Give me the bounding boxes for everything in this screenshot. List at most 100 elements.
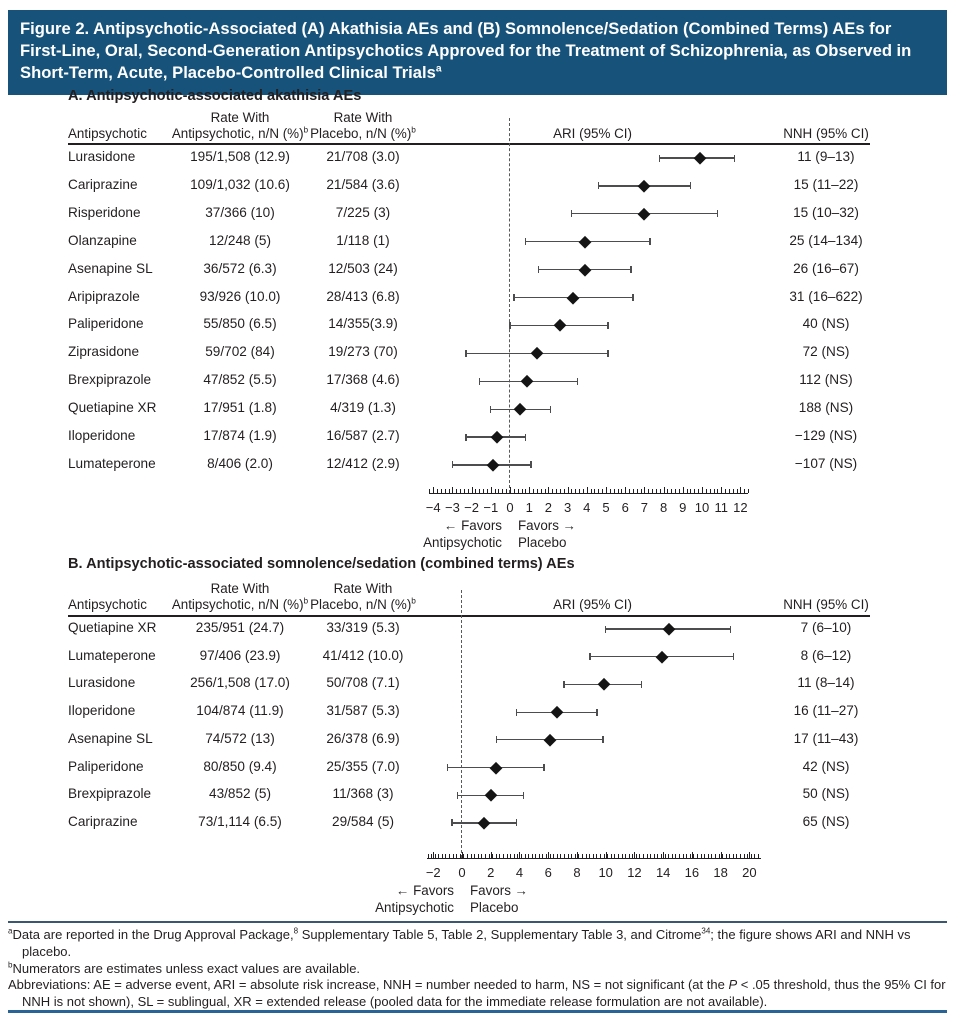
axis-minor-tick — [575, 489, 577, 493]
axis-major-tick — [471, 486, 473, 493]
axis-minor-tick — [621, 489, 623, 493]
axis-minor-tick — [502, 854, 504, 858]
rate-with-placebo: 41/412 (10.0) — [322, 647, 404, 663]
axis-minor-tick — [722, 854, 724, 858]
axis-minor-tick — [513, 854, 515, 858]
column-header-rate-placebo-line1: Rate With — [333, 110, 393, 125]
drug-name: Paliperidone — [68, 316, 144, 332]
axis-tick-label: 8 — [573, 865, 581, 880]
axis-minor-tick — [682, 854, 684, 858]
axis-minor-tick — [524, 854, 526, 858]
axis-minor-tick — [553, 854, 555, 858]
axis-minor-tick — [499, 854, 501, 858]
axis-minor-tick — [582, 489, 584, 493]
axis-minor-tick — [513, 489, 515, 493]
axis-minor-tick — [603, 854, 605, 858]
axis-minor-tick — [456, 489, 458, 493]
ci-endcap — [630, 266, 632, 274]
footnote-divider-rule — [8, 921, 947, 923]
point-estimate-diamond — [662, 622, 675, 636]
axis-minor-tick — [434, 854, 436, 858]
rate-with-placebo: 29/584 (5) — [332, 813, 394, 829]
axis-minor-tick — [463, 489, 465, 493]
footnotes: aData are reported in the Drug Approval … — [8, 927, 947, 1011]
abbreviations: Abbreviations: AE = adverse event, ARI =… — [8, 977, 946, 1010]
nnh-value: 15 (10–32) — [793, 204, 859, 220]
nnh-value: −107 (NS) — [794, 455, 858, 471]
axis-minor-tick — [498, 489, 500, 493]
axis-minor-tick — [479, 489, 481, 493]
axis-minor-tick — [486, 489, 488, 493]
ci-endcap — [733, 154, 736, 162]
column-header-rate-placebo-line2: Placebo, n/N (%)b — [310, 595, 416, 612]
nnh-value: 112 (NS) — [799, 372, 853, 388]
axis-major-tick — [490, 851, 492, 858]
axis-tick-label: 5 — [602, 500, 610, 515]
footnote-b: bNumerators are estimates unless exact v… — [8, 960, 361, 976]
axis-major-tick — [721, 486, 723, 493]
axis-minor-tick — [463, 854, 465, 858]
nnh-value: 72 (NS) — [802, 344, 850, 360]
axis-tick-label: 4 — [583, 500, 591, 515]
axis-minor-tick — [510, 854, 512, 858]
drug-name: Cariprazine — [68, 176, 138, 192]
axis-major-tick — [510, 486, 511, 493]
ci-endcap — [649, 238, 651, 246]
axis-minor-tick — [474, 854, 476, 858]
axis-minor-tick — [614, 854, 616, 858]
axis-minor-tick — [613, 489, 615, 493]
point-estimate-diamond — [638, 179, 651, 192]
column-header-nnh: NNH (95% CI) — [783, 126, 869, 141]
rate-with-placebo: 4/319 (1.3) — [330, 400, 396, 416]
axis-minor-tick — [492, 854, 494, 858]
axis-tick-label: 8 — [659, 500, 668, 515]
axis-minor-tick — [667, 489, 669, 493]
favors-placebo-label: Favors → Placebo — [518, 518, 577, 550]
axis-major-tick — [567, 486, 569, 493]
nnh-value: 40 (NS) — [802, 316, 850, 332]
axis-minor-tick — [578, 854, 580, 858]
axis-minor-tick — [475, 489, 477, 493]
ci-endcap — [515, 819, 518, 827]
point-estimate-diamond — [513, 403, 526, 416]
axis-minor-tick — [494, 489, 496, 493]
ci-endcap — [549, 405, 551, 413]
panel-a-akathisia: A. Antipsychotic-associated akathisia AE… — [0, 88, 955, 556]
axis-minor-tick — [506, 854, 508, 858]
axis-major-tick — [586, 486, 588, 493]
axis-minor-tick — [754, 854, 756, 858]
point-estimate-diamond — [553, 319, 566, 332]
ci-endcap — [451, 461, 454, 469]
axis-tick-label: 6 — [544, 865, 552, 880]
drug-name: Lumateperone — [68, 647, 156, 663]
ci-endcap — [607, 349, 609, 357]
axis-minor-tick — [552, 489, 554, 493]
axis-minor-tick — [655, 489, 657, 493]
axis-tick-label: 2 — [487, 865, 495, 880]
axis-minor-tick — [748, 489, 750, 493]
axis-tick-label: 3 — [563, 500, 572, 515]
axis-major-tick — [749, 851, 751, 858]
ci-endcap — [689, 182, 692, 190]
ci-endcap — [530, 461, 532, 469]
drug-name: Brexpiprazole — [68, 372, 152, 388]
column-header-rate-placebo-line2: Placebo, n/N (%)b — [310, 124, 416, 141]
axis-minor-tick — [571, 854, 573, 858]
axis-minor-tick — [744, 489, 746, 493]
axis-minor-tick — [542, 854, 544, 858]
ci-endcap — [732, 653, 735, 661]
ci-endcap — [640, 680, 643, 688]
rate-with-antipsychotic: 104/874 (11.9) — [196, 703, 284, 719]
ci-endcap — [524, 238, 527, 246]
ci-endcap — [543, 764, 545, 771]
zero-reference-line — [509, 118, 511, 493]
axis-minor-tick — [709, 489, 711, 493]
axis-minor-tick — [711, 854, 713, 858]
axis-major-tick — [433, 486, 435, 493]
rate-with-antipsychotic: 55/850 (6.5) — [203, 316, 277, 332]
axis-minor-tick — [704, 854, 706, 858]
rate-with-placebo: 28/413 (6.8) — [326, 288, 400, 304]
axis-minor-tick — [671, 854, 673, 858]
axis-tick-label: 18 — [713, 865, 728, 880]
